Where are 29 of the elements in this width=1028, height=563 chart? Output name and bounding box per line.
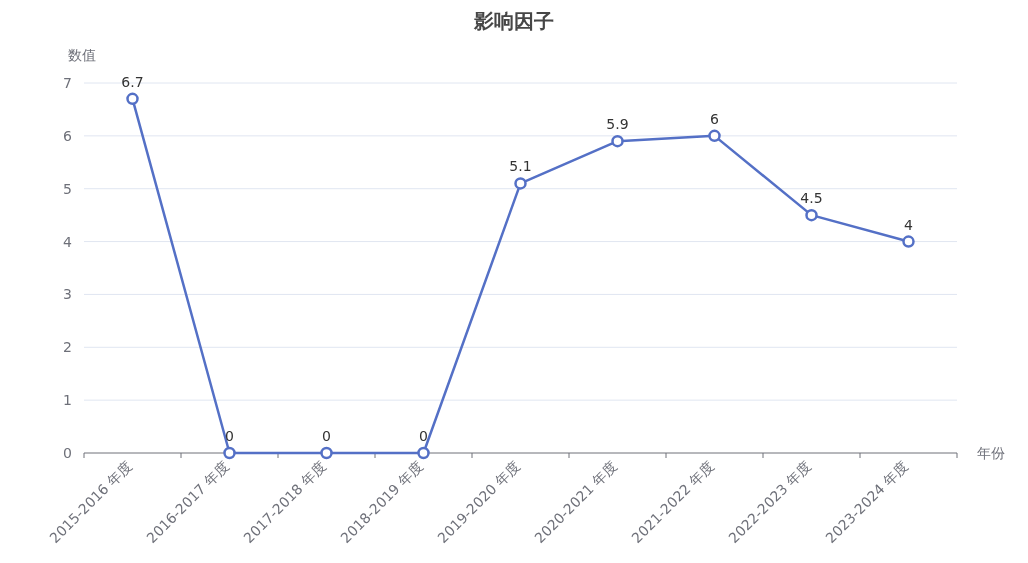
data-label: 0	[419, 428, 428, 444]
data-label: 6.7	[121, 73, 144, 90]
y-tick-label: 2	[63, 339, 72, 356]
point	[417, 446, 430, 460]
data-label: 4	[904, 216, 914, 233]
y-tick-label: 3	[63, 286, 72, 303]
point	[514, 177, 527, 190]
y-tick-label: 7	[63, 75, 72, 91]
data-label: 6	[710, 110, 720, 127]
data-label: 5.1	[509, 158, 532, 175]
point	[611, 134, 624, 148]
y-axis-title: 数值	[68, 47, 96, 63]
point	[223, 446, 236, 460]
data-label: 5.9	[606, 116, 629, 133]
point	[126, 92, 139, 106]
y-tick-label: 5	[63, 180, 72, 197]
x-axis-title: 年份	[977, 445, 1005, 461]
y-tick-label: 1	[63, 392, 72, 409]
point	[320, 446, 333, 460]
point	[805, 208, 818, 222]
y-tick-label: 6	[63, 127, 73, 144]
chart-title: 影响因子	[473, 9, 554, 33]
data-label: 0	[322, 428, 331, 444]
point	[902, 235, 915, 248]
data-label: 0	[225, 428, 234, 444]
point	[708, 129, 721, 143]
y-tick-label: 0	[63, 445, 72, 461]
y-tick-label: 4	[63, 233, 73, 250]
data-label: 4.5	[800, 190, 823, 207]
